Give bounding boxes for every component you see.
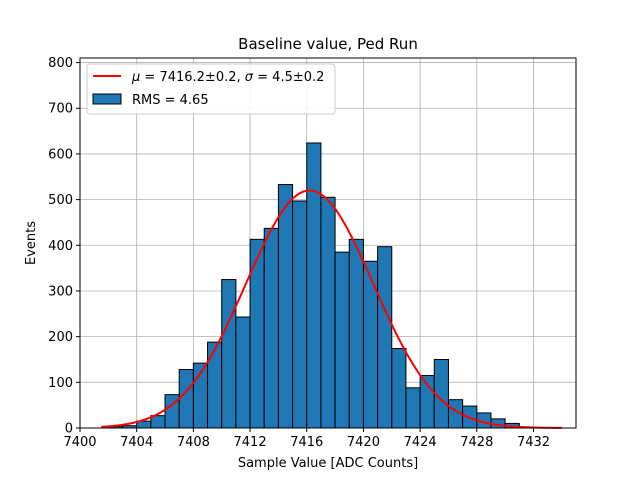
legend-histogram-label: RMS = 4.65 xyxy=(132,93,209,108)
y-axis-ticks: 0 100 200 300 400 500 600 700 800 xyxy=(48,56,80,437)
histogram-bar xyxy=(391,348,407,429)
y-tick-label: 300 xyxy=(48,284,73,299)
histogram-bar xyxy=(277,184,294,429)
chart-title: Baseline value, Ped Run xyxy=(238,35,418,53)
histogram-bar xyxy=(306,142,322,429)
legend-mu-value: = 7416.2±0.2, xyxy=(140,70,244,85)
y-axis-label: Events xyxy=(24,221,39,265)
x-tick-label: 7420 xyxy=(347,435,380,450)
y-tick-label: 600 xyxy=(48,147,73,162)
legend-sigma-symbol: σ xyxy=(245,70,254,85)
x-tick-label: 7432 xyxy=(517,435,550,450)
histogram-bar xyxy=(263,227,279,429)
histogram-bar xyxy=(207,341,223,429)
y-tick-label: 0 xyxy=(65,422,73,437)
histogram-bar xyxy=(221,279,237,429)
x-axis-label: Sample Value [ADC Counts] xyxy=(238,456,418,471)
x-tick-label: 7416 xyxy=(290,435,323,450)
histogram-bar xyxy=(348,238,364,429)
x-tick-label: 7408 xyxy=(177,435,210,450)
y-tick-label: 100 xyxy=(48,376,73,391)
legend-mu-symbol: μ xyxy=(131,70,140,85)
plot-frame xyxy=(79,57,577,429)
histogram-bar xyxy=(320,196,336,429)
y-tick-label: 700 xyxy=(48,102,73,117)
y-tick-label: 500 xyxy=(48,193,73,208)
histogram-bar xyxy=(292,200,308,429)
histogram-bar xyxy=(178,369,194,429)
histogram-bar xyxy=(235,316,251,429)
x-tick-label: 7400 xyxy=(63,435,96,450)
x-tick-label: 7428 xyxy=(460,435,493,450)
histogram-bar xyxy=(377,246,393,429)
legend: μ = 7416.2±0.2, σ = 4.5±0.2 RMS = 4.65 xyxy=(86,63,336,115)
gaussian-fit-curve xyxy=(101,189,562,429)
legend-box xyxy=(86,63,336,115)
legend-histogram-swatch xyxy=(92,93,122,105)
histogram-bar xyxy=(334,251,350,429)
x-tick-label: 7404 xyxy=(120,435,153,450)
y-tick-label: 200 xyxy=(48,330,73,345)
histogram-bar xyxy=(150,415,166,429)
x-tick-label: 7412 xyxy=(234,435,267,450)
y-tick-label: 800 xyxy=(48,56,73,71)
histogram-bars xyxy=(107,142,520,429)
x-tick-label: 7424 xyxy=(404,435,437,450)
y-tick-label: 400 xyxy=(48,239,73,254)
legend-fit-label: μ = 7416.2±0.2, σ = 4.5±0.2 xyxy=(131,70,324,85)
x-axis-ticks: 7400 7404 7408 7412 7416 7420 7424 7428 7432 xyxy=(63,428,550,450)
legend-sigma-value: = 4.5±0.2 xyxy=(253,70,324,85)
histogram-bar xyxy=(405,387,421,429)
